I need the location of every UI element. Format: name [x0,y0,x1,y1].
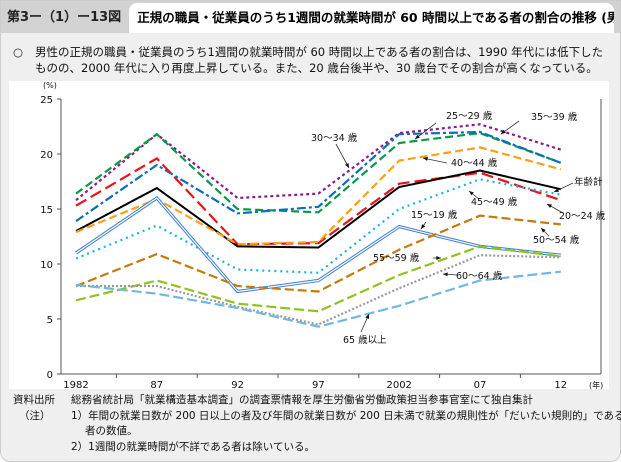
arrowhead-icon [469,191,474,196]
y-tick-label: 5 [47,315,53,326]
plot-background [9,81,609,389]
series-label: 50～54 歳 [533,234,580,246]
series-line [75,214,561,293]
figure-title: 正規の職員・従業員のうち1週間の就業時間が 60 時間以上である者の割合の推移 … [129,3,614,33]
source-label: 資料出所 [13,394,55,406]
series-line [76,254,561,326]
series-line [75,131,562,214]
y-tick-label: 20 [40,150,53,161]
x-tick-label: 2002 [386,380,411,391]
x-tick-label: 07 [474,380,487,391]
series-label: 40～44 歳 [451,157,498,169]
series-label: 35～39 歳 [531,111,578,123]
x-tick-label: 1982 [63,380,88,391]
y-tick-label: 25 [40,95,53,106]
series-label: 55～59 歳 [373,252,420,264]
x-tick-label: 92 [231,380,244,391]
arrowhead-icon [423,157,428,161]
arrowhead-icon [547,204,552,208]
series-line [75,157,562,246]
y-tick-label: 0 [47,370,53,381]
arrowhead-icon [501,129,506,134]
arrowhead-icon [554,188,559,192]
series-label: 年齢計 [574,176,603,188]
lead-paragraph: 男性の正規の職員・従業員のうち1週間の就業時間が 60 時間以上である者の割合は… [35,45,604,75]
arrowhead-icon [436,256,441,260]
series-label: 60～64 歳 [456,270,503,282]
x-tick-label: 12 [554,380,567,391]
notes-label: （注） [19,410,51,422]
note-1: 1）年間の就業日数が 200 日以上の者及び年間の就業日数が 200 日未満で就… [71,410,621,422]
series-label: 15～19 歳 [411,209,458,221]
series-label: 45～49 歳 [471,196,518,208]
source-text: 総務省統計局「就業構造基本調査」の調査票情報を厚生労働省労働政策担当参事官室にて… [71,394,533,406]
figure-number: 第3ー（1）ー13図 [7,10,122,25]
x-axis-unit: (年) [589,380,603,390]
figure-header: 第3ー（1）ー13図 正規の職員・従業員のうち1週間の就業時間が 60 時間以上… [1,1,620,33]
note-2: 2）1週間の就業時間が不詳である者は除いている。 [71,441,315,453]
lead-text: ○ 男性の正規の職員・従業員のうち1週間の就業時間が 60 時間以上である者の割… [13,44,613,76]
series-line [75,270,561,328]
series-line [75,169,562,249]
x-tick-label: 97 [312,380,325,391]
arrowhead-icon [365,314,369,319]
series-line [75,245,561,313]
y-axis-unit: (%) [43,81,57,90]
series-label: 20～24 歳 [559,210,606,222]
y-tick-label: 15 [40,205,53,216]
bullet-marker: ○ [13,45,24,59]
series-line [75,130,562,223]
series-label: 30～34 歳 [311,132,358,144]
arrowhead-icon [421,224,426,229]
line-chart: 0 5 10 15 20 25 1982 87 92 97 2002 07 12 (%) (年) 35～39 … [9,81,609,391]
arrowhead-icon [415,134,420,139]
arrowhead-icon [541,228,546,233]
series-label: 25～29 歳 [446,110,493,122]
arrowhead-icon [345,163,349,168]
arrowhead-icon [443,272,448,277]
note-1-cont: 者の数値。 [85,425,138,437]
series-label: 65 歳以上 [343,334,387,346]
y-tick-label: 10 [40,260,53,271]
x-tick-label: 87 [150,380,163,391]
